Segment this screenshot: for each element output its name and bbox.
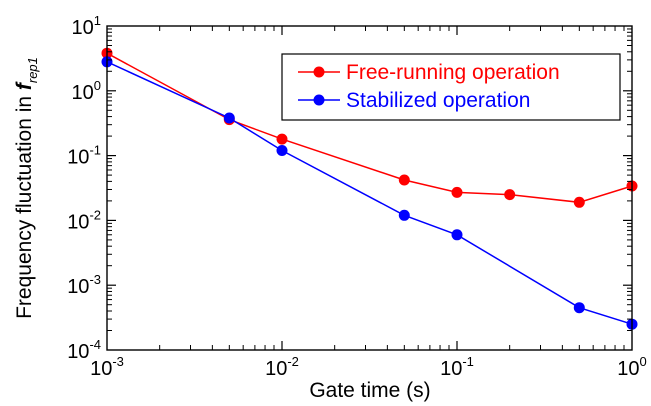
y-tick-label: 101 [72, 13, 101, 39]
y-axis-title-symbol: f [13, 81, 36, 90]
plot-border [106, 25, 633, 351]
x-tick-exponent: -3 [112, 354, 124, 369]
data-point-1-5 [573, 302, 585, 314]
plot-frame [106, 25, 633, 351]
x-tick-label: 10-3 [90, 354, 124, 380]
y-tick-base: 10 [67, 341, 89, 363]
y-tick-base: 10 [67, 147, 89, 169]
legend: Free-running operation Stabilized operat… [281, 53, 621, 121]
data-point-1-4 [451, 229, 463, 241]
data-point-0-4 [451, 186, 463, 198]
y-tick-exponent: 1 [94, 13, 101, 28]
y-tick-label: 10-1 [67, 143, 101, 169]
x-tick-label: 10-1 [440, 354, 474, 380]
x-tick-label: 10-2 [265, 354, 299, 380]
y-tick-base: 10 [67, 276, 89, 298]
data-point-1-1 [223, 112, 235, 124]
legend-marker-free-running [313, 66, 325, 78]
x-axis-title: Gate time (s) [309, 379, 430, 402]
y-axis-title-main: Frequency fluctuation in [13, 90, 36, 319]
legend-label-stabilized: Stabilized operation [346, 89, 530, 112]
y-tick-exponent: -1 [89, 143, 101, 158]
data-point-0-2 [276, 133, 288, 145]
series-1 [101, 56, 638, 330]
y-tick-base: 10 [67, 211, 89, 233]
y-tick-base: 10 [72, 17, 94, 39]
data-point-0-6 [573, 196, 585, 208]
x-tick-exponent: -1 [462, 354, 474, 369]
data-point-1-3 [398, 209, 410, 221]
x-tick-label: 100 [617, 354, 646, 380]
y-tick-label: 10-2 [67, 207, 101, 233]
y-tick-exponent: -3 [89, 272, 101, 287]
x-tick-base: 10 [90, 358, 112, 380]
data-point-0-5 [504, 189, 516, 201]
y-axis-title: Frequency fluctuation in frep1 [13, 57, 40, 319]
y-tick-label: 10-4 [67, 337, 101, 363]
x-tick-exponent: -2 [287, 354, 299, 369]
x-tick-exponent: 0 [640, 354, 647, 369]
y-tick-label: 100 [72, 78, 101, 104]
x-tick-base: 10 [265, 358, 287, 380]
x-tick-base: 10 [440, 358, 462, 380]
data-point-1-2 [276, 145, 288, 156]
y-tick-exponent: 0 [94, 78, 101, 93]
legend-label-free-running: Free-running operation [346, 61, 560, 84]
y-tick-exponent: -2 [89, 207, 101, 222]
x-tick-base: 10 [617, 358, 639, 380]
data-point-0-3 [398, 174, 410, 186]
y-tick-exponent: -4 [89, 337, 101, 352]
y-tick-label: 10-3 [67, 272, 101, 298]
y-axis-title-subscript: rep1 [25, 57, 40, 83]
y-tick-base: 10 [72, 82, 94, 104]
legend-box [281, 53, 621, 121]
tick-marks [107, 26, 632, 350]
legend-marker-stabilized [313, 94, 325, 106]
series-layer [101, 47, 638, 330]
